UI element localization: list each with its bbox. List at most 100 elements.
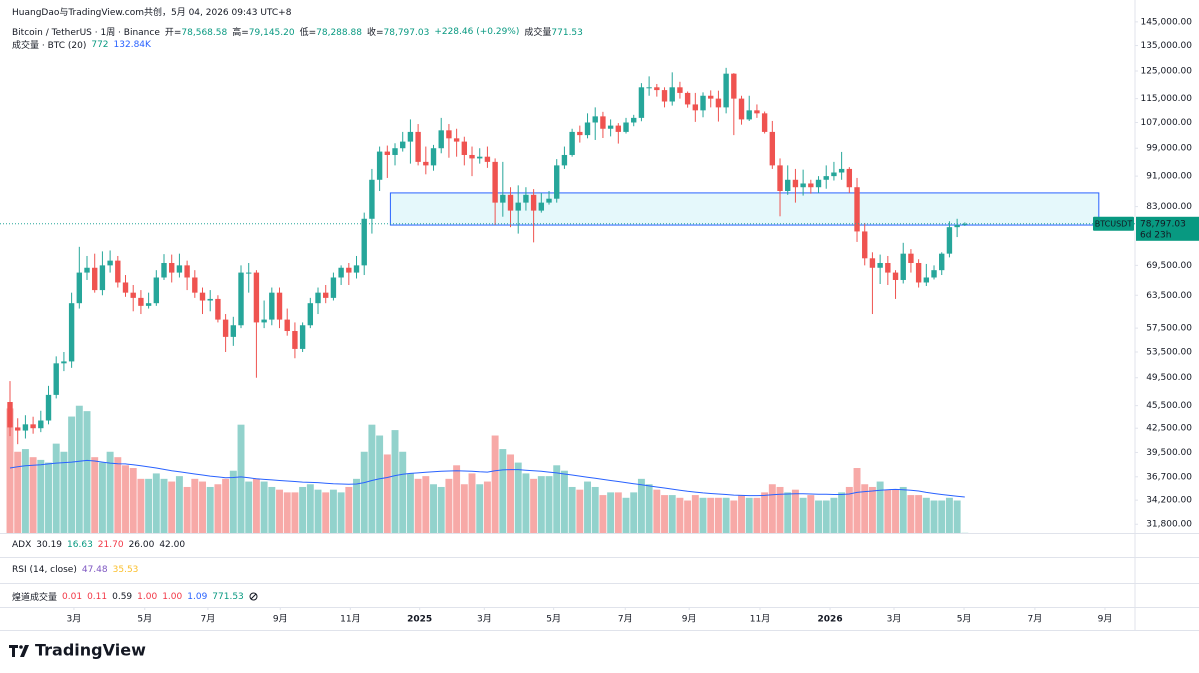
y-tick-label: 145,000.00	[1140, 17, 1192, 27]
volume-bar	[684, 500, 692, 533]
candle-body	[815, 179, 822, 188]
volume-bar	[183, 486, 191, 533]
candle-body	[315, 292, 321, 304]
indicator-value: 16.63	[67, 540, 93, 550]
volume-bar	[160, 478, 168, 533]
candle-body	[669, 87, 675, 102]
y-tick-label: 99,000.00	[1146, 144, 1192, 154]
indicator-value: 26.00	[128, 540, 155, 550]
volume-bar	[768, 484, 776, 533]
indicator-row: RSI (14, close) 47.48 35.53	[12, 565, 138, 575]
candle-body	[453, 138, 460, 142]
y-tick-label: 39,500.00	[1146, 448, 1192, 458]
candle-body	[161, 262, 167, 278]
volume-bar	[260, 481, 268, 533]
volume-bar	[676, 497, 684, 533]
y-tick-label: 49,500.00	[1146, 373, 1192, 383]
volume-bar	[45, 462, 52, 533]
candle-body	[646, 87, 652, 89]
y-tick-label: 69,500.00	[1146, 261, 1192, 271]
volume-bar	[291, 492, 299, 533]
indicator-value: 1.00	[162, 591, 183, 602]
volume-bar	[453, 465, 461, 533]
candle-body	[176, 265, 183, 273]
volume-bar	[483, 481, 491, 533]
volume-bar	[337, 492, 345, 533]
volume-bar	[807, 495, 815, 533]
candle-body	[939, 253, 945, 271]
volume-bar	[599, 495, 607, 533]
candle-body	[477, 156, 483, 159]
volume-bar	[368, 424, 376, 533]
candle-body	[261, 319, 267, 323]
volume-bar	[915, 495, 923, 533]
hidden-icon[interactable]	[249, 592, 258, 601]
volume-bar	[152, 473, 160, 533]
volume-title: 成交量 · BTC (20)	[12, 41, 87, 51]
volume-bar	[876, 481, 884, 533]
volume-bar	[584, 481, 591, 533]
ohlc-item: 高=79,145.20	[232, 25, 294, 38]
volume-bar	[168, 481, 176, 533]
candle-body	[885, 262, 891, 273]
candle-body	[908, 253, 914, 263]
indicator-value: 0.11	[87, 591, 108, 602]
x-tick-label: 11月	[340, 614, 360, 625]
volume-bar	[614, 492, 622, 533]
y-tick-label: 34,200.00	[1146, 496, 1192, 506]
volume-bar	[930, 500, 938, 533]
volume-bar	[37, 459, 45, 533]
volume-bar	[522, 473, 530, 533]
candle-body	[615, 125, 622, 132]
volume-value: 772	[91, 39, 109, 50]
candle-body	[638, 87, 645, 118]
volume-bar	[353, 478, 360, 533]
indicator-name: 煌道成交量	[12, 593, 58, 603]
volume-legend: 成交量 · BTC (20) 772 132.84K	[12, 38, 151, 52]
candle-body	[561, 154, 568, 166]
volume-bar	[129, 468, 137, 533]
y-tick-label: 125,000.00	[1140, 67, 1192, 77]
volume-bar	[938, 500, 946, 533]
y-tick-label: 91,000.00	[1146, 172, 1192, 182]
volume-bar	[922, 497, 930, 533]
indicator-value: 1.00	[137, 591, 158, 602]
candle-body	[269, 292, 275, 320]
volume-bar	[530, 478, 538, 533]
volume-bar	[460, 484, 468, 533]
candle-body	[407, 131, 414, 142]
volume-bar	[114, 457, 122, 533]
attribution: HuangDao与TradingView.com共创，5月 04, 2026 0…	[12, 8, 292, 18]
change: +228.46 (+0.29%)	[434, 26, 520, 37]
candle-body	[253, 272, 260, 323]
volume-bar	[861, 484, 869, 533]
candle-body	[761, 113, 768, 132]
candle-body	[700, 95, 706, 111]
volume-bar	[91, 457, 99, 533]
symbol-tag-label: BTCUSDT	[1095, 219, 1133, 228]
candle-body	[507, 194, 514, 211]
candle-body	[169, 262, 175, 273]
candle-body	[299, 325, 306, 349]
candle-body	[446, 130, 452, 139]
candle-body	[962, 223, 968, 225]
ohlc-value: 78,797.03	[383, 28, 430, 38]
candle-body	[769, 131, 776, 166]
volume-bar	[568, 486, 576, 533]
x-tick-label: 3月	[477, 614, 492, 625]
volume-bar	[175, 476, 183, 533]
candle-body	[7, 402, 13, 428]
volume-bar	[29, 457, 37, 533]
candle-body	[823, 176, 829, 180]
candle-body	[569, 131, 575, 155]
ohlc-value: 78,288.88	[316, 28, 362, 38]
volume-bar	[430, 484, 437, 533]
candle-body	[546, 198, 552, 203]
candle-body	[923, 277, 930, 283]
volume-bar	[630, 492, 638, 533]
countdown-label: 6d 23h	[1140, 230, 1171, 240]
volume-bar	[576, 489, 584, 533]
volume-bar	[199, 481, 206, 533]
volume-bar	[607, 492, 615, 533]
x-tick-label: 7月	[201, 614, 216, 625]
